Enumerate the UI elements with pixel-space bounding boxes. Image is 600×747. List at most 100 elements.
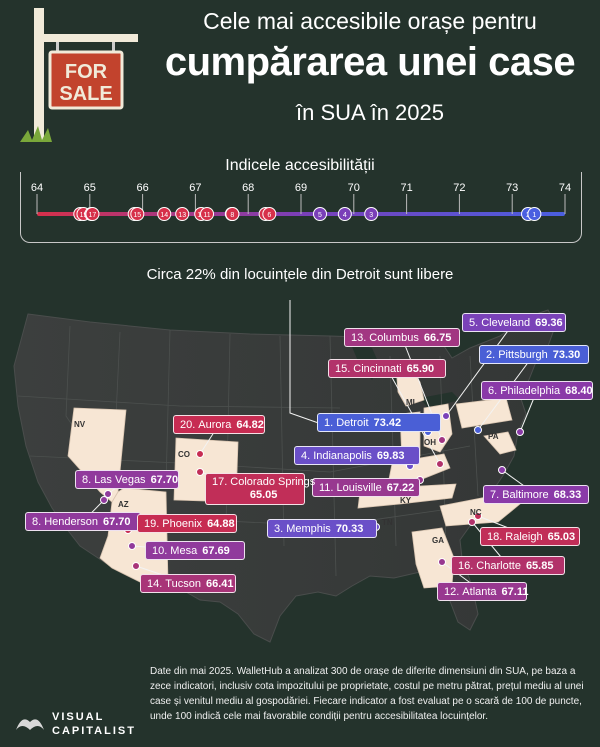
scale-tick-label: 71 <box>400 182 412 194</box>
city-value: 69.36 <box>535 316 563 329</box>
city-value: 67.11 <box>501 585 529 598</box>
city-rank: 5. <box>469 316 479 329</box>
city-dot <box>128 542 136 550</box>
state-label-ga: GA <box>432 536 444 545</box>
city-value: 69.83 <box>376 449 405 462</box>
state-label-mi: MI <box>406 398 415 407</box>
city-dot <box>438 436 446 444</box>
city-rank: 1. <box>324 416 334 429</box>
scale-point-13: 13 <box>175 207 190 221</box>
scale-point-circle <box>175 207 190 221</box>
city-name: Detroit <box>336 416 369 429</box>
brand-line-2: CAPITALIST <box>52 725 136 737</box>
city-label-baltimore: 7. Baltimore 68.33 <box>483 485 589 504</box>
city-label-pittsburgh: 2. Pittsburgh 73.30 <box>479 345 589 364</box>
sign-text-sale: SALE <box>59 83 112 105</box>
city-rank: 4. <box>301 449 311 462</box>
city-name: Philadelphia <box>500 384 561 397</box>
scale-point-5: 5 <box>313 207 328 221</box>
city-rank: 19. <box>144 517 160 530</box>
visual-capitalist-logo-icon <box>16 719 44 730</box>
city-name: Cincinnati <box>353 362 402 375</box>
brand-line-1: VISUAL <box>52 711 105 723</box>
scale-point-8: 8 <box>225 207 240 221</box>
city-rank: 20. <box>180 418 196 431</box>
leader-line <box>289 300 318 423</box>
scale-tick-label: 73 <box>506 182 518 194</box>
city-name: Columbus <box>369 331 419 344</box>
scale-point-rank: 6 <box>267 212 271 219</box>
city-name: Tucson <box>165 577 201 590</box>
scale-point-circle <box>85 207 100 221</box>
city-rank: 12. <box>444 585 460 598</box>
scale-point-1: 1 <box>527 207 542 221</box>
city-rank: 8. <box>82 473 92 486</box>
city-name: Memphis <box>286 522 331 535</box>
scale-point-6: 6 <box>262 207 277 221</box>
city-label-atlanta: 12. Atlanta 67.11 <box>437 582 529 601</box>
city-label-indianapolis: 4. Indianapolis 69.83 <box>294 446 420 465</box>
city-rank: 15. <box>335 362 351 375</box>
city-value: 68.40 <box>565 384 593 397</box>
city-name: Cleveland <box>481 316 531 329</box>
scale-point-rank: 11 <box>203 212 210 219</box>
city-rank: 2. <box>486 348 496 361</box>
city-value: 64.82 <box>236 418 264 431</box>
scale-point-rank: 5 <box>318 212 322 219</box>
title-line-3: în SUA în 2025 <box>296 100 444 125</box>
city-label-mesa: 10. Mesa 67.69 <box>145 541 245 560</box>
city-label-las-vegas: 8. Las Vegas 67.70 <box>75 470 179 489</box>
title-line-2: cumpărarea unei case <box>164 40 576 84</box>
city-rank: 11. <box>319 481 334 494</box>
city-name: Phoenix <box>162 517 203 530</box>
state-label-tn: TN <box>382 518 393 527</box>
for-sale-sign-icon: FOR SALE <box>20 8 138 142</box>
city-label-tucson: 14. Tucson 66.41 <box>140 574 236 593</box>
scale-point-circle <box>313 207 328 221</box>
scale-title: Indicele accesibilității <box>225 157 375 174</box>
scale-point-circle <box>200 207 215 221</box>
state-label-ky: KY <box>400 496 412 505</box>
detroit-note: Circa 22% din locuințele din Detroit sun… <box>146 266 454 283</box>
city-label-raleigh: 18. Raleigh 65.03 <box>480 527 580 546</box>
title-line-1: Cele mai accesibile orașe pentru <box>203 8 537 34</box>
city-dot <box>132 562 140 570</box>
city-label-phoenix: 19. Phoenix 64.88 <box>137 514 237 533</box>
city-value: 67.70 <box>103 515 131 528</box>
city-rank: 18. <box>487 530 503 543</box>
city-rank: 3. <box>274 522 284 535</box>
city-rank: 17. <box>212 476 228 488</box>
city-label-cincinnati: 15. Cincinnati 65.90 <box>328 359 446 378</box>
scale-point-circle <box>157 207 172 221</box>
city-dot <box>442 412 450 420</box>
city-name: Baltimore <box>502 488 549 501</box>
scale-point-rank: 1 <box>532 212 536 219</box>
city-value: 67.22 <box>386 481 415 494</box>
city-name: Henderson <box>44 515 99 528</box>
city-rank: 8. <box>32 515 42 528</box>
city-dot <box>100 496 108 504</box>
scale-point-rank: 14 <box>160 212 168 219</box>
city-name: Raleigh <box>505 530 543 543</box>
sign-text-for: FOR <box>65 61 108 83</box>
city-name: Pittsburgh <box>498 348 548 361</box>
city-rank: 14. <box>147 577 163 590</box>
city-rank: 10. <box>152 544 168 557</box>
city-label-detroit: 1. Detroit 73.42 <box>317 413 441 432</box>
city-name: Indianapolis <box>313 449 372 462</box>
affordability-scale: 6465666768697071727374201918171615141312… <box>31 182 571 221</box>
city-name: Charlotte <box>476 559 521 572</box>
scale-point-11: 11 <box>200 207 215 221</box>
footer-note: Date din mai 2025. WalletHub a analizat … <box>150 666 584 722</box>
city-value: 65.90 <box>406 362 435 375</box>
scale-point-15: 15 <box>130 207 145 221</box>
scale-frame <box>20 172 582 243</box>
city-value: 68.33 <box>553 488 582 501</box>
scale-point-14: 14 <box>157 207 172 221</box>
city-value: 65.03 <box>547 530 576 543</box>
scale-tick-label: 70 <box>348 182 360 194</box>
scale-point-rank: 3 <box>369 212 373 219</box>
city-label-louisville: 11. Louisville 67.22 <box>312 478 420 497</box>
city-value: 73.42 <box>373 416 402 429</box>
city-dot <box>438 558 446 566</box>
